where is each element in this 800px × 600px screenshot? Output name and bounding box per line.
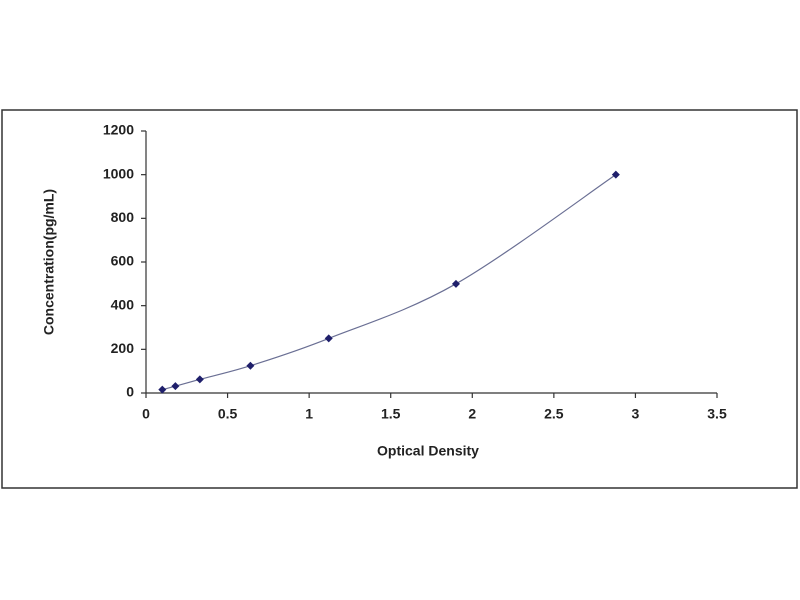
y-tick-label: 800 (111, 209, 135, 225)
data-point (451, 279, 460, 288)
data-point (158, 385, 167, 394)
y-tick-label: 600 (111, 253, 135, 269)
x-tick-label: 1.5 (381, 406, 401, 422)
y-tick-label: 1000 (103, 165, 134, 181)
data-point (195, 375, 204, 384)
data-point (324, 334, 333, 343)
y-tick-label: 400 (111, 296, 135, 312)
chart-frame (1, 109, 798, 489)
x-axis-label: Optical Density (377, 443, 479, 459)
x-tick-label: 3.5 (707, 406, 727, 422)
x-tick-label: 2.5 (544, 406, 564, 422)
x-tick-label: 3 (632, 406, 640, 422)
x-tick-label: 0.5 (218, 406, 238, 422)
y-tick-label: 0 (126, 384, 134, 400)
x-tick-label: 0 (142, 406, 150, 422)
y-axis-label: Concentration(pg/mL) (41, 189, 57, 335)
data-point (246, 361, 255, 370)
data-point (171, 382, 180, 391)
x-tick-label: 1 (305, 406, 313, 422)
y-tick-label: 200 (111, 340, 135, 356)
x-tick-label: 2 (468, 406, 476, 422)
y-tick-label: 1200 (103, 122, 134, 138)
data-point (611, 170, 620, 179)
